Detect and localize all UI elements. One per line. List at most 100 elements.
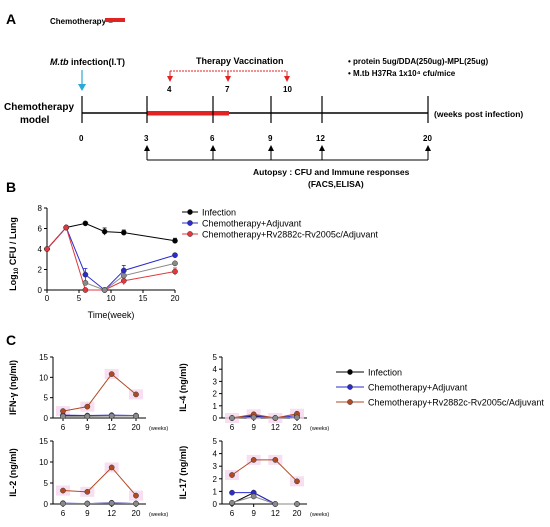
chart-b-legend: InfectionChemotherapy+AdjuvantChemothera… (182, 208, 378, 240)
chart-b-point (82, 271, 89, 278)
chart-ifn-ylabel: IFN-γ (ng/ml) (8, 360, 18, 415)
chart-b-point (120, 272, 127, 279)
chart-b-point (172, 268, 178, 275)
chemo-legend-swatch (105, 18, 125, 22)
chart-ifn-x-tick-label: 20 (132, 423, 141, 432)
chart-b-point (120, 229, 127, 236)
chart-il17-point (294, 478, 300, 485)
autopsy-line2: (FACS,ELISA) (308, 179, 364, 189)
chart-il17-point (229, 489, 235, 496)
chart-il2-y-tick-label: 10 (39, 458, 48, 467)
chart-il4-y-tick-label: 2 (213, 390, 218, 399)
chart-il4-y-tick-label: 3 (213, 377, 218, 386)
chart-il4-point (229, 415, 235, 421)
legend-b-swatch-marker (187, 231, 193, 237)
legend-b-swatch-marker (187, 209, 193, 215)
vaccination-week-4: 4 (167, 85, 172, 94)
chart-il2-point (60, 500, 66, 507)
panel-label-a: A (6, 11, 16, 27)
chemotherapy-bar (147, 111, 229, 116)
chart-b-point (172, 260, 178, 267)
chart-b-point (82, 220, 89, 227)
chart-b-point (172, 237, 178, 244)
chart-ifn-y-tick-label: 0 (44, 414, 49, 423)
panel-a: A Chemotherapy = M.tb infection(I.T) The… (4, 11, 523, 189)
chart-il17-point (229, 499, 235, 506)
timeline-week-20: 20 (423, 134, 432, 143)
infection-label: M.tb infection(I.T) (50, 57, 125, 67)
chart-ifn-x-tick-label: 12 (107, 423, 116, 432)
chart-ifn-point (108, 413, 115, 419)
chart-b-point (172, 252, 178, 258)
chart-il17-x-tick-label: 12 (271, 509, 280, 518)
chart-ifn-y-tick-label: 5 (44, 394, 49, 403)
chart-b-y-tick-label: 8 (38, 204, 43, 213)
legend-b-swatch-marker (187, 220, 193, 226)
timeline-week-9: 9 (268, 134, 273, 143)
timeline-unit-label: (weeks post infection) (434, 109, 523, 119)
chart-b-series-line-2 (46, 226, 176, 291)
infection-arrowhead (78, 84, 86, 91)
chart-il2-x-tick-label: 9 (85, 509, 90, 518)
chart-il17-x-tick-label: 9 (251, 509, 256, 518)
vaccination-week-10: 10 (283, 85, 292, 94)
legend-b-label: Chemotherapy+Rv2882c-Rv2005c/Adjuvant (202, 230, 378, 240)
legend-c-label: Infection (368, 368, 402, 378)
chart-ifn-point (84, 413, 91, 420)
chart-il17-y-tick-label: 4 (213, 450, 218, 459)
panel-label-b: B (6, 179, 16, 195)
panel-b: B Log10 CFU / Lung 0 2 4 6 8 0 5 10 15 20 Time(we… (6, 179, 378, 320)
chart-il4-point (272, 415, 279, 421)
chart-b-plot: 0 2 4 6 8 0 5 10 15 20 (38, 204, 180, 303)
chart-b-point (82, 279, 89, 286)
chart-il17-ylabel: IL-17 (ng/ml) (178, 446, 188, 500)
chart-il2-x-tick-label: 20 (132, 509, 141, 518)
autopsy-bracket (144, 145, 431, 161)
timeline-week-12: 12 (316, 134, 325, 143)
chart-il4-x-tick-label: 12 (271, 423, 280, 432)
chart-il2-x-tick-label: 6 (61, 509, 66, 518)
chart-il2: IL-2 (ng/ml) 0 5 10 15 6 9 12 20 (weeks) (8, 437, 168, 518)
chart-il4-point (294, 414, 300, 421)
chart-il2-y-tick-label: 0 (44, 500, 49, 509)
timeline-week-6: 6 (210, 134, 215, 143)
legend-c-swatch-marker (347, 399, 353, 405)
chart-il2-series-line-2 (62, 466, 137, 496)
chart-ifn-gamma: IFN-γ (ng/ml) 0 5 10 15 6 9 12 20 (weeks) (8, 353, 168, 432)
chart-ifn-x-tick-label: 6 (61, 423, 66, 432)
chart-il17-point (272, 457, 279, 463)
chart-ifn-point (84, 403, 91, 410)
legend-b-label: Chemotherapy+Adjuvant (202, 219, 302, 229)
chart-il17-point (250, 493, 257, 500)
chart-ifn-x-unit: (weeks) (149, 426, 168, 432)
legend-b-label: Infection (202, 208, 236, 218)
chart-il2-x-unit: (weeks) (149, 512, 168, 518)
chart-il4-series-line-2 (231, 413, 298, 419)
chart-ifn-series-line-2 (62, 373, 137, 412)
legend-c-swatch-marker (347, 384, 353, 390)
chart-il4-y-tick-label: 0 (213, 414, 218, 423)
chart-il4-series-line-3 (231, 416, 298, 419)
panel-label-c: C (6, 332, 16, 348)
chart-il17-series-line-3 (231, 495, 297, 505)
chart-ifn-point (60, 408, 66, 414)
chart-il17-x-unit: (weeks) (310, 512, 329, 518)
chart-b-point (82, 287, 89, 293)
autopsy-line1: Autopsy : CFU and Immune responses (253, 167, 410, 177)
chart-b-x-tick-label: 20 (171, 294, 180, 303)
chart-il4-ylabel: IL-4 (ng/ml) (178, 363, 188, 412)
chart-il4-series-line-1 (231, 415, 298, 419)
timeline-week-3: 3 (144, 134, 149, 143)
chemo-legend-label: Chemotherapy = (50, 17, 113, 26)
chart-b-point (101, 287, 108, 293)
chart-il4-x-tick-label: 20 (293, 423, 302, 432)
legend-c-swatch-marker (347, 369, 353, 375)
chart-il2-x-tick-label: 12 (107, 509, 116, 518)
chart-il2-point (108, 500, 115, 507)
chart-b-y-tick-label: 0 (38, 286, 43, 295)
chart-b-point (120, 267, 127, 274)
timeline-ticks (81, 96, 429, 123)
